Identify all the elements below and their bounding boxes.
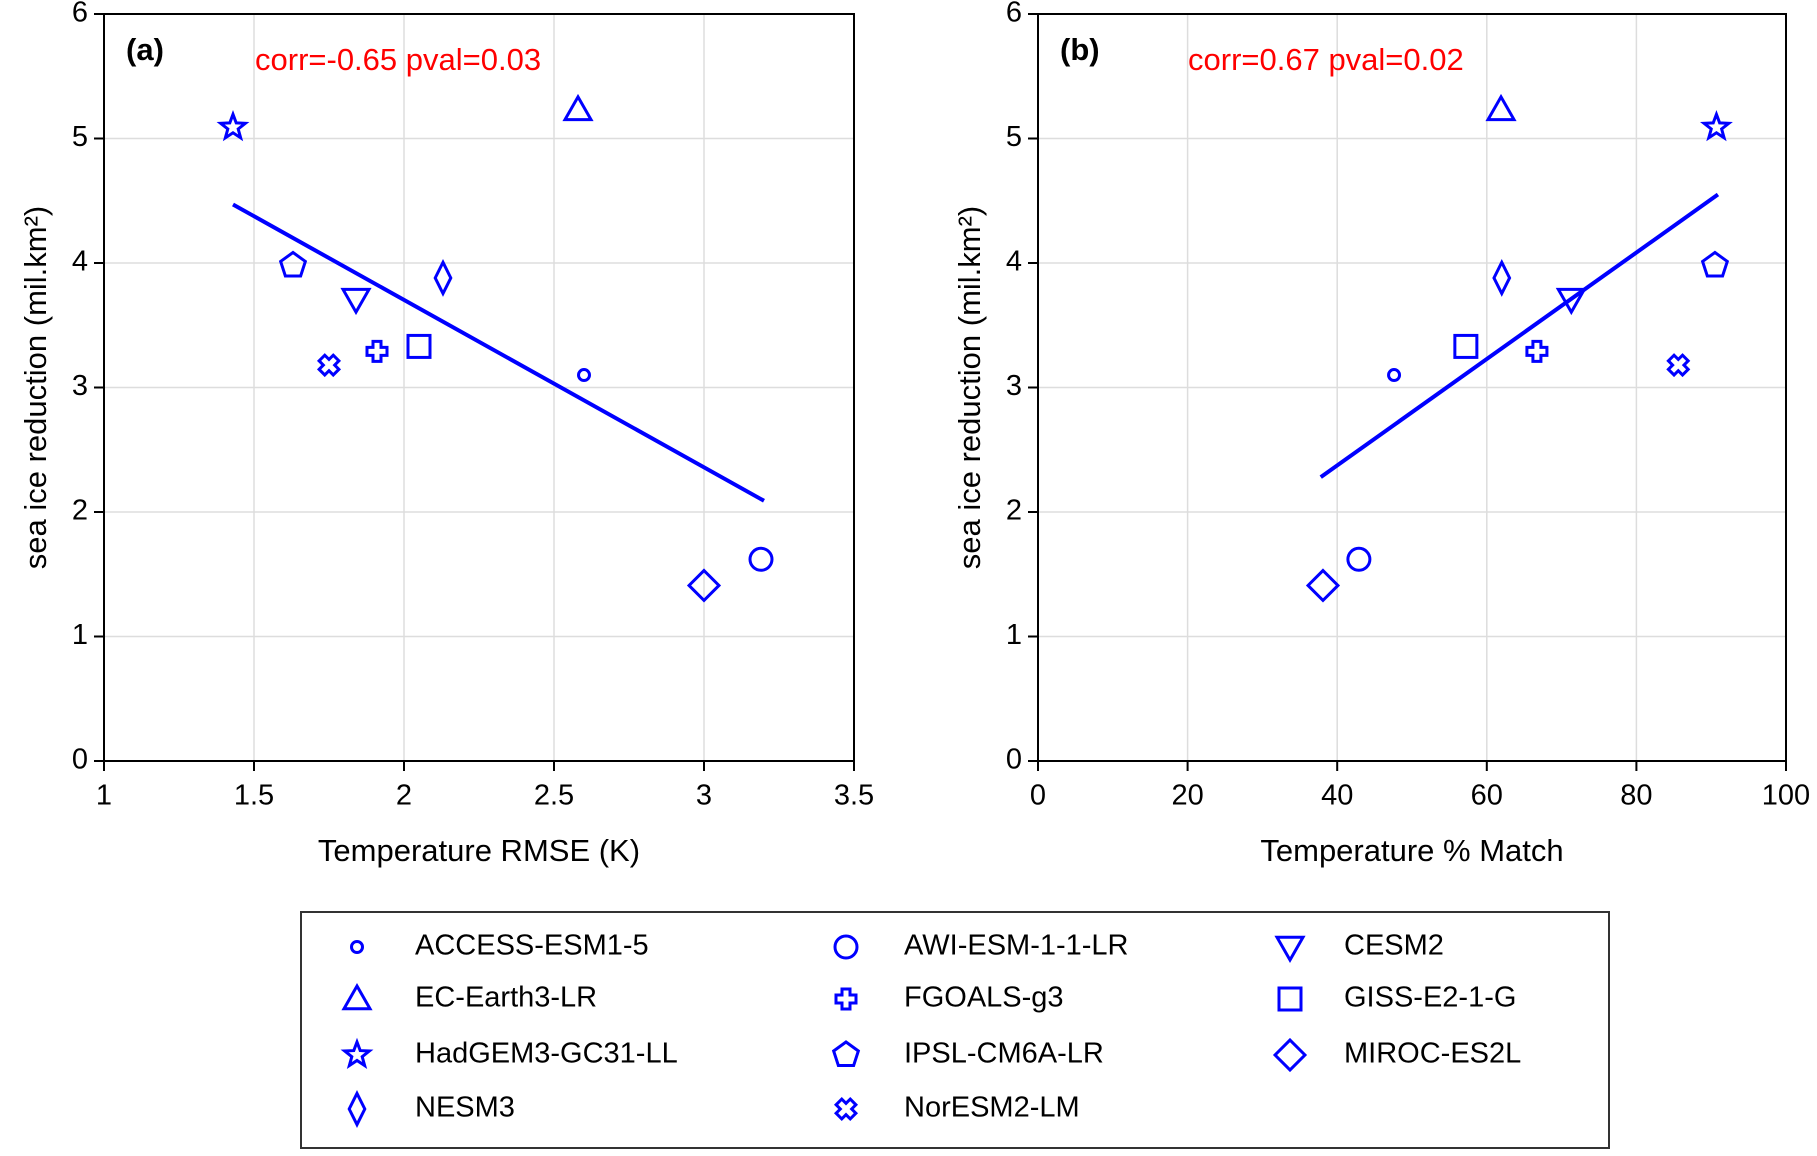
x-tick-label: 2.5 (534, 780, 574, 812)
x-tick-label: 0 (1030, 780, 1046, 812)
legend-label: GISS-E2-1-G (1344, 982, 1516, 1014)
y-tick-label: 3 (1006, 370, 1022, 402)
x-tick-label: 1 (96, 780, 112, 812)
legend-marker (1272, 1037, 1308, 1073)
trend-line (1319, 192, 1720, 479)
x-tick-label: 2 (396, 780, 412, 812)
x-tick-label: 3.5 (834, 780, 874, 812)
legend-label: ACCESS-ESM1-5 (415, 930, 649, 962)
x-tick-label: 40 (1321, 780, 1353, 812)
marker (748, 546, 774, 572)
legend-label: MIROC-ES2L (1344, 1038, 1521, 1070)
legend-marker (347, 1090, 367, 1128)
x-tick-label: 1.5 (234, 780, 274, 812)
x-tick-label: 60 (1471, 780, 1503, 812)
legend-label: HadGEM3-GC31-LL (415, 1038, 678, 1070)
marker (686, 568, 722, 603)
legend-marker (1274, 935, 1306, 964)
legend-marker (340, 1037, 374, 1069)
y-tick-label: 2 (1006, 495, 1022, 527)
marker (1387, 368, 1402, 383)
marker (1485, 93, 1517, 122)
y-tick-label: 4 (1006, 246, 1022, 278)
x-tick-label: 3 (696, 780, 712, 812)
marker (1346, 546, 1372, 572)
y-axis-label: sea ice reduction (mil.km²) (952, 206, 987, 569)
legend-marker (1277, 986, 1303, 1012)
y-tick-label: 3 (72, 370, 88, 402)
legend-marker (833, 934, 859, 960)
marker (365, 339, 389, 363)
legend-label: EC-Earth3-LR (415, 982, 597, 1014)
y-tick-label: 1 (1006, 619, 1022, 651)
legend-marker (831, 1040, 861, 1068)
x-axis-label: Temperature RMSE (K) (318, 833, 640, 868)
marker (1453, 333, 1479, 359)
marker (1525, 339, 1549, 363)
marker (1555, 287, 1587, 316)
x-tick-label: 100 (1762, 780, 1810, 812)
panel-label: (b) (1060, 32, 1100, 67)
y-tick-label: 5 (72, 121, 88, 153)
legend-marker (833, 1096, 859, 1122)
marker (1305, 568, 1341, 603)
annotation: corr=0.67 pval=0.02 (1188, 42, 1464, 77)
legend-label: AWI-ESM-1-1-LR (904, 930, 1129, 962)
trend-line (232, 202, 765, 503)
marker (340, 287, 372, 316)
legend-label: IPSL-CM6A-LR (904, 1038, 1104, 1070)
plot-frame (103, 13, 855, 762)
marker (316, 353, 342, 378)
y-tick-label: 6 (72, 0, 88, 29)
marker (1492, 258, 1512, 297)
legend-marker (350, 940, 364, 954)
marker (562, 93, 594, 122)
y-tick-label: 5 (1006, 121, 1022, 153)
legend-label: FGOALS-g3 (904, 982, 1064, 1014)
y-tick-label: 2 (72, 495, 88, 527)
y-axis-label: sea ice reduction (mil.km²) (18, 206, 53, 569)
y-tick-label: 6 (1006, 0, 1022, 29)
marker (577, 368, 591, 383)
marker (1666, 353, 1691, 378)
marker (216, 110, 250, 142)
marker (433, 258, 453, 297)
legend-label: NESM3 (415, 1092, 515, 1124)
plot-frame (1037, 13, 1787, 762)
annotation: corr=-0.65 pval=0.03 (255, 42, 541, 77)
legend-label: CESM2 (1344, 930, 1444, 962)
legend-box (300, 911, 1610, 1149)
marker (1700, 250, 1730, 278)
marker (1700, 110, 1733, 142)
x-axis-label: Temperature % Match (1260, 833, 1563, 868)
y-tick-label: 0 (72, 744, 88, 776)
x-tick-label: 20 (1171, 780, 1203, 812)
y-tick-label: 1 (72, 619, 88, 651)
legend-marker (834, 987, 858, 1011)
y-tick-label: 0 (1006, 744, 1022, 776)
marker (406, 333, 432, 359)
panel-label: (a) (126, 32, 164, 67)
legend-marker (341, 982, 373, 1011)
x-tick-label: 80 (1620, 780, 1652, 812)
y-tick-label: 4 (72, 246, 88, 278)
legend-label: NorESM2-LM (904, 1092, 1080, 1124)
marker (278, 250, 308, 278)
